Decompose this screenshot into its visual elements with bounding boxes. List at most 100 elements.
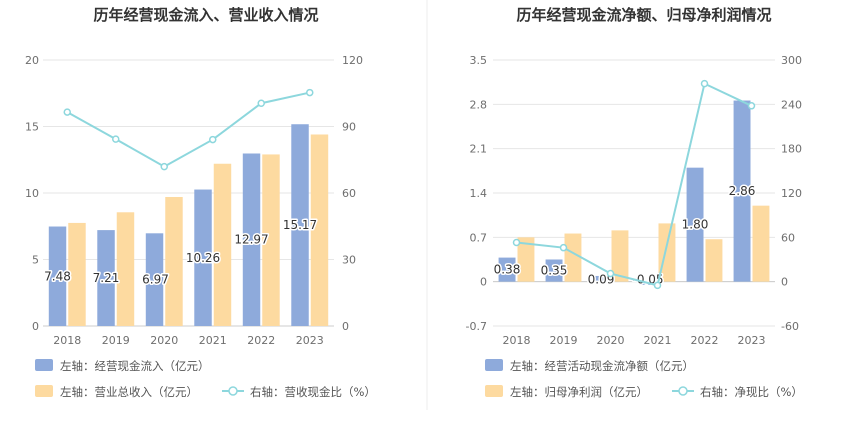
legend-swatch-secondary [35,385,53,397]
y-left-tick-label: 10 [25,187,39,200]
y-left-tick-label: 0 [480,276,487,289]
bar-secondary [310,134,329,326]
bar-primary [545,259,563,282]
bar-data-label: 7.48 [44,269,71,283]
bar-data-label: 6.97 [142,273,169,287]
bar-secondary [116,212,135,326]
y-left-tick-label: 20 [25,54,39,67]
y-right-tick-label: 0 [342,320,349,333]
y-right-tick-label: 120 [342,54,363,67]
x-tick-label: 2020 [150,334,178,347]
chart-title: 历年经营现金流入、营业收入情况 [93,6,318,24]
y-left-tick-label: 2.1 [470,143,488,156]
y-right-tick-label: 240 [781,98,802,111]
ratio-point [700,79,709,88]
legend-marker-ratio [228,386,238,396]
bar-secondary [213,163,232,326]
ratio-point [209,135,217,144]
bar-primary [48,226,67,326]
chart-title: 历年经营现金流净额、归母净利润情况 [516,6,771,24]
y-right-tick-label: 30 [342,254,356,267]
x-tick-label: 2021 [199,334,227,347]
bar-secondary [705,239,723,282]
legend-label-primary: 左轴：经营现金流入（亿元） [60,359,210,373]
ratio-point [63,108,71,116]
ratio-line [516,82,752,287]
bar-data-label: 12.97 [234,233,268,247]
y-left-tick-label: 2.8 [470,98,488,111]
ratio-point [559,243,568,252]
bar-primary [145,233,164,326]
bar-primary [498,257,516,282]
bar-secondary [517,237,535,282]
x-tick-label: 2018 [503,334,531,347]
ratio-point [747,102,756,110]
y-right-tick-label: 300 [781,54,802,67]
bar-secondary [564,233,582,282]
ratio-point [512,238,521,247]
bar-primary [291,124,309,326]
y-right-tick-label: -60 [781,320,799,333]
y-right-tick-label: 180 [781,143,802,156]
bar-primary [194,189,212,326]
x-tick-label: 2019 [102,334,130,347]
y-right-tick-label: 0 [781,276,788,289]
x-tick-label: 2023 [296,334,324,347]
legend-label-secondary: 左轴：营业总收入（亿元） [60,385,198,399]
bar-primary [686,167,704,282]
bar-secondary [165,196,183,326]
bar-data-label: 15.17 [283,218,317,232]
bar-primary [733,100,751,282]
bar-data-label: 0.38 [494,263,521,277]
legend-label-primary: 左轴：经营活动现金流净额（亿元） [510,359,694,373]
legend-swatch-secondary [485,385,503,397]
bar-primary [97,230,115,326]
legend-label-secondary: 左轴：归母净利润（亿元） [510,385,648,399]
y-left-tick-label: 3.5 [470,54,488,67]
bar-secondary [68,222,86,326]
x-tick-label: 2020 [597,334,625,347]
legend-label-ratio: 右轴：营收现金比（%） [250,385,376,399]
y-left-tick-label: 0.7 [470,231,488,244]
bar-secondary [752,205,770,282]
ratio-point [606,269,615,278]
bar-data-label: 7.21 [93,271,120,285]
x-tick-label: 2022 [247,334,275,347]
bar-data-label: 10.26 [186,251,220,265]
x-tick-label: 2019 [550,334,578,347]
legend-label-ratio: 右轴：净现比（%） [700,385,803,399]
y-right-tick-label: 60 [342,187,356,200]
x-tick-label: 2021 [644,334,672,347]
x-tick-label: 2018 [53,334,81,347]
legend-swatch-primary [35,359,53,371]
legend: 左轴：经营活动现金流净额（亿元） 左轴：归母净利润（亿元） 右轴：净现比（%） [485,359,803,399]
chart-cashflow-revenue: 历年经营现金流入、营业收入情况 0 0 5 30 10 60 15 90 20 120 2018 7.4… [25,6,376,399]
bar-secondary [611,230,629,282]
bar-primary [242,153,261,326]
ratio-point [306,88,314,97]
y-right-tick-label: 60 [781,231,795,244]
chart-netcash-profit: 历年经营现金流净额、归母净利润情况 -0.7 -60 0 0 0.7 60 1.4 120 2.1… [466,6,803,399]
y-right-tick-label: 90 [342,121,356,134]
bar-secondary [262,154,280,326]
ratio-point [112,135,120,143]
ratio-line [66,91,310,168]
y-left-tick-label: 5 [32,254,39,267]
x-tick-label: 2022 [691,334,719,347]
ratio-point [653,281,662,290]
x-tick-label: 2023 [738,334,766,347]
y-left-tick-label: 1.4 [470,187,488,200]
ratio-point [257,99,265,107]
ratio-point [160,162,168,171]
bar-data-label: 2.86 [729,184,756,198]
y-left-tick-label: 0 [32,320,39,333]
y-right-tick-label: 120 [781,187,802,200]
y-left-tick-label: -0.7 [466,320,487,333]
bar-data-label: 0.35 [541,264,568,278]
bar-primary [592,275,610,282]
legend: 左轴：经营现金流入（亿元） 左轴：营业总收入（亿元） 右轴：营收现金比（%） [35,359,376,399]
y-left-tick-label: 15 [25,121,39,134]
legend-marker-ratio [678,386,688,396]
